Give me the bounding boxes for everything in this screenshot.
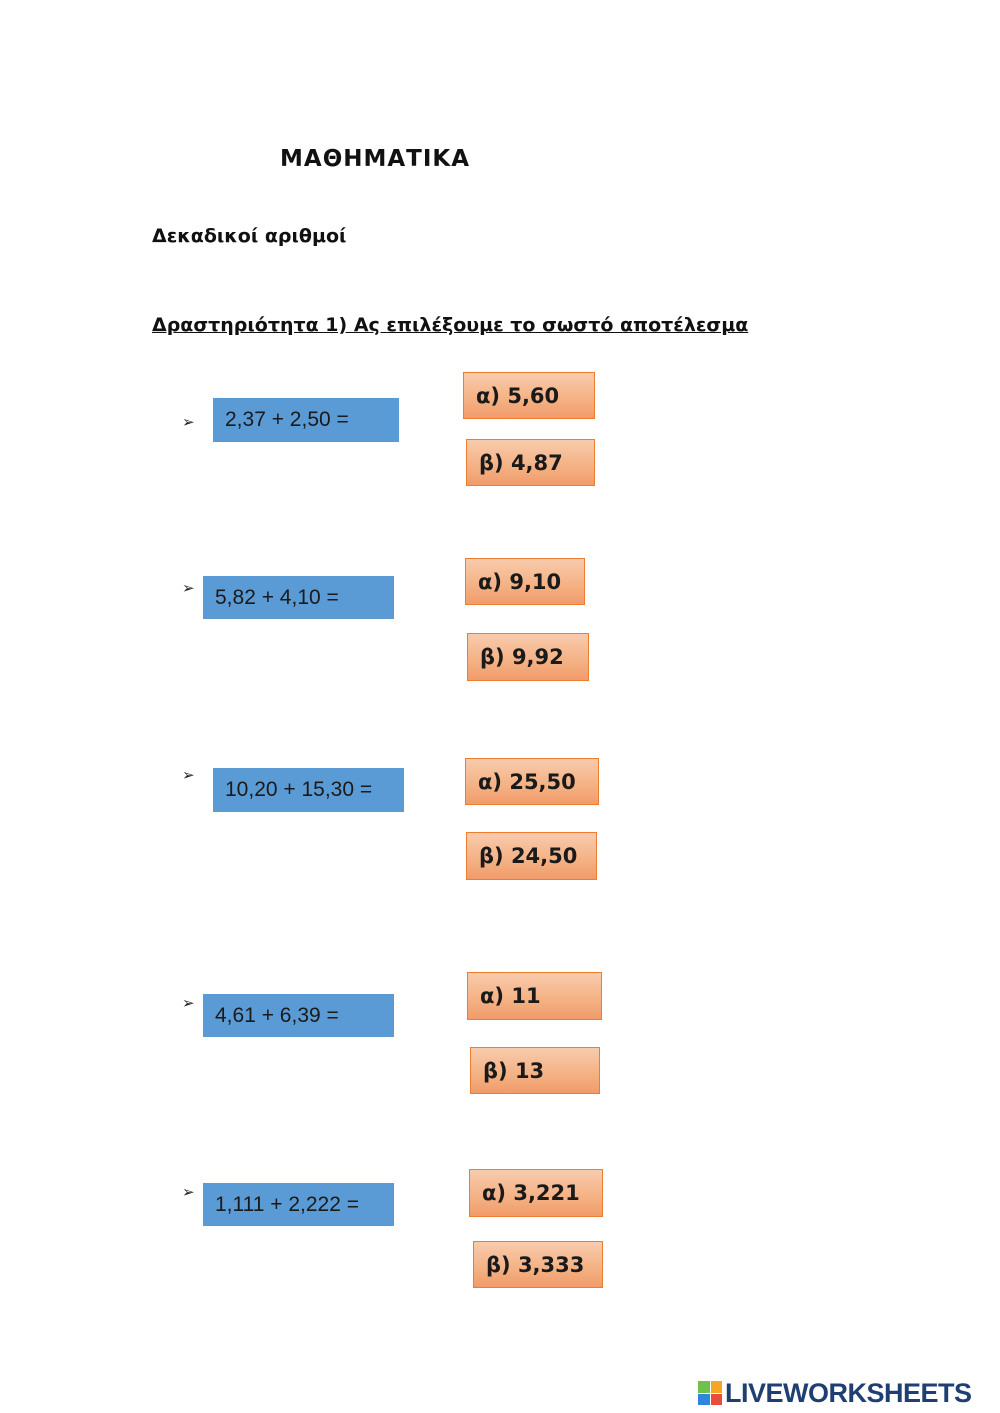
liveworksheets-logo-icon (698, 1381, 722, 1405)
bullet-arrow-icon: ➢ (182, 994, 195, 1012)
answer-option-a[interactable]: α) 3,221 (469, 1169, 603, 1217)
worksheet-subtitle: Δεκαδικοί αριθμοί (152, 225, 347, 247)
logo-text: LIVEWORKSHEETS (725, 1377, 972, 1408)
question-expression: 4,61 + 6,39 = (203, 994, 394, 1037)
bullet-arrow-icon: ➢ (182, 766, 195, 784)
answer-option-b[interactable]: β) 4,87 (466, 439, 595, 486)
bullet-arrow-icon: ➢ (182, 413, 195, 431)
answer-option-a[interactable]: α) 25,50 (465, 758, 599, 805)
answer-option-a[interactable]: α) 5,60 (463, 372, 595, 419)
question-expression: 10,20 + 15,30 = (213, 768, 404, 812)
question-expression: 1,111 + 2,222 = (203, 1183, 394, 1226)
question-expression: 5,82 + 4,10 = (203, 576, 394, 619)
answer-option-b[interactable]: β) 24,50 (466, 832, 597, 880)
question-expression: 2,37 + 2,50 = (213, 398, 399, 442)
answer-option-a[interactable]: α) 9,10 (465, 558, 585, 605)
answer-option-b[interactable]: β) 3,333 (473, 1241, 603, 1288)
answer-option-b[interactable]: β) 13 (470, 1047, 600, 1094)
activity-instruction: Δραστηριότητα 1) Ας επιλέξουμε το σωστό … (152, 314, 749, 336)
bullet-arrow-icon: ➢ (182, 1183, 195, 1201)
answer-option-b[interactable]: β) 9,92 (467, 633, 589, 681)
bullet-arrow-icon: ➢ (182, 579, 195, 597)
worksheet-title: ΜΑΘΗΜΑΤΙΚΑ (280, 146, 471, 172)
answer-option-a[interactable]: α) 11 (467, 972, 602, 1020)
liveworksheets-logo: LIVEWORKSHEETS (698, 1375, 972, 1411)
